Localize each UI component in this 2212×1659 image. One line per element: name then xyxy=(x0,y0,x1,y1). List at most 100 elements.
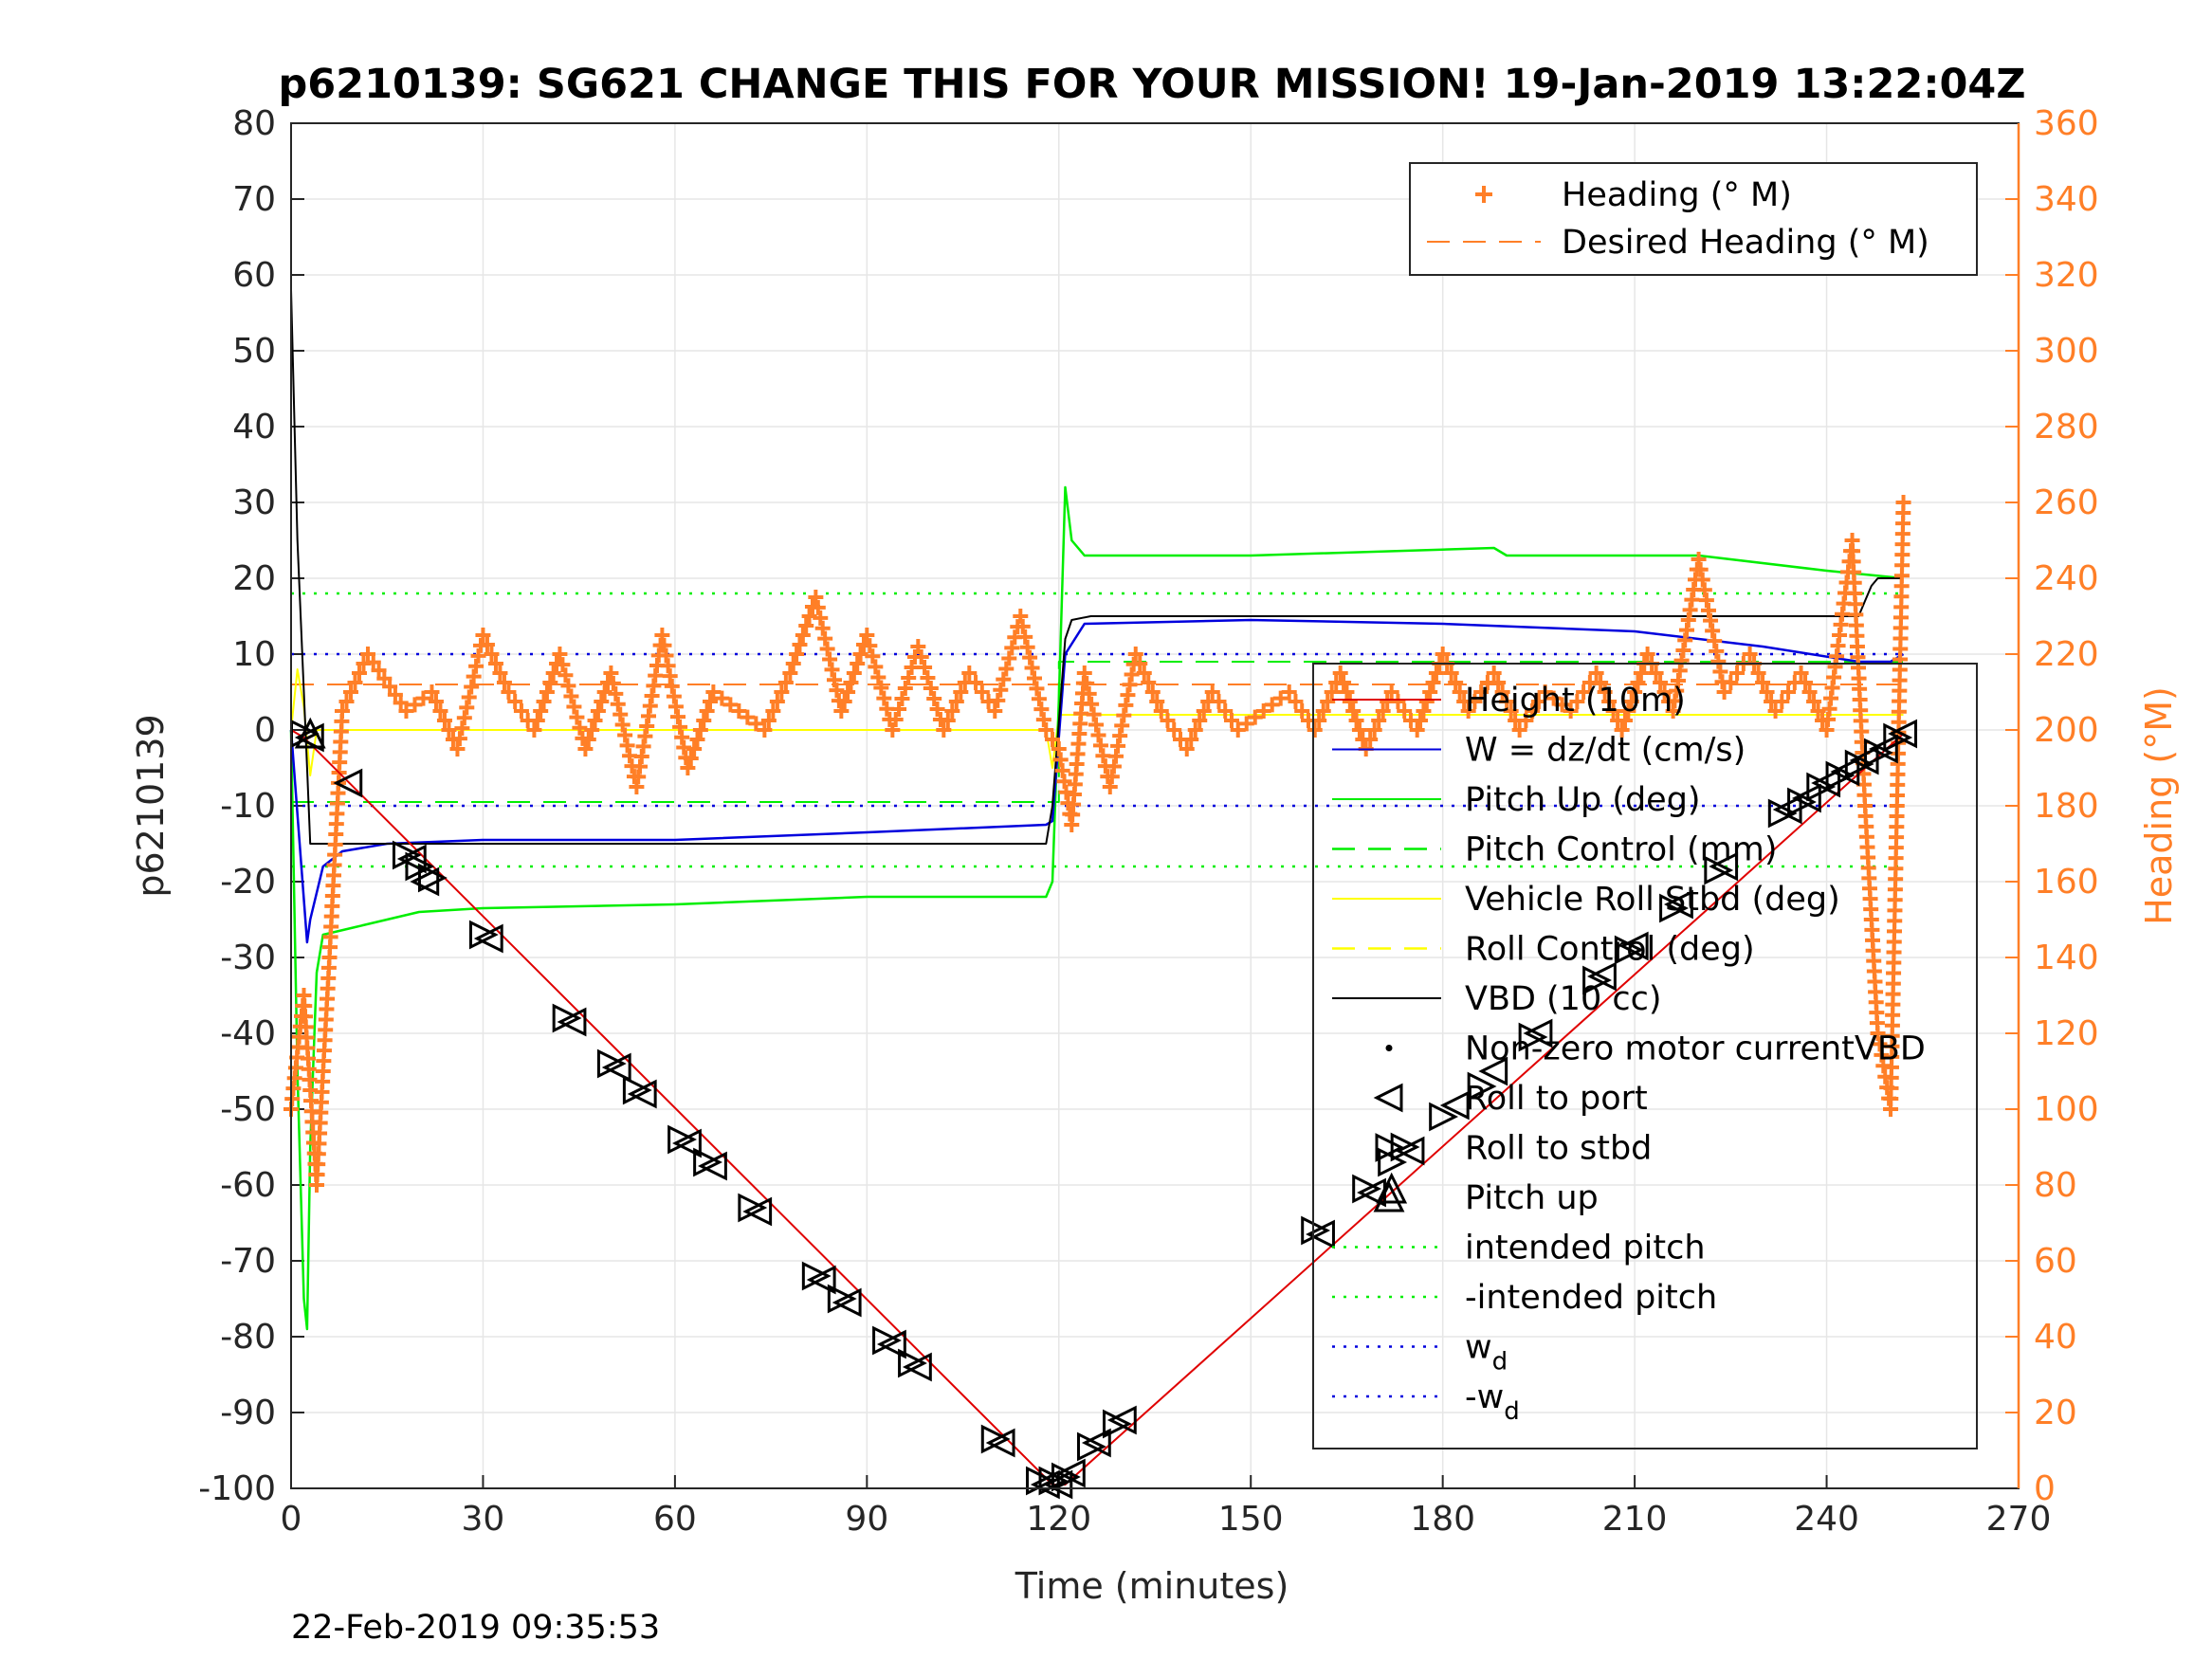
y-tick-label: 0 xyxy=(254,711,276,750)
heading-point xyxy=(1196,703,1212,719)
heading-point xyxy=(993,682,1009,698)
legend-heading-swatch xyxy=(1475,186,1492,203)
roll-to-stbd-marker xyxy=(1103,1409,1132,1439)
y-axis-label: p6210139 xyxy=(130,714,172,897)
series-vbd-10-cc xyxy=(290,289,1904,845)
roll-to-stbd-marker xyxy=(1806,772,1837,802)
heading-point xyxy=(843,675,859,690)
heading-point xyxy=(605,675,621,691)
roll-to-stbd-marker xyxy=(468,920,499,950)
heading-point xyxy=(1525,703,1541,719)
heading-point xyxy=(1307,722,1323,738)
legend-label-text: W = dz/dt (cm/s) xyxy=(1465,732,1746,770)
heading-point xyxy=(451,731,467,747)
legend-label: Height (10m) xyxy=(1465,682,1686,720)
heading-point xyxy=(461,689,477,705)
heading-point xyxy=(891,702,907,717)
heading-point xyxy=(533,703,549,719)
heading-point xyxy=(1716,684,1732,700)
chart-title: p6210139: SG621 CHANGE THIS FOR YOUR MIS… xyxy=(278,61,2025,108)
heading-point xyxy=(833,703,850,719)
heading-point xyxy=(464,679,480,695)
heading-point xyxy=(1324,684,1340,700)
roll-to-stbd-marker xyxy=(1352,1174,1382,1204)
heading-point xyxy=(1593,675,1609,690)
heading-point xyxy=(1114,718,1130,734)
heading-point xyxy=(876,690,892,706)
heading-point xyxy=(1601,694,1618,709)
heading-point xyxy=(376,670,393,686)
heading-point xyxy=(819,641,835,657)
heading-point xyxy=(1004,640,1020,656)
heading-point xyxy=(1272,690,1289,706)
heading-point xyxy=(926,691,942,706)
legend-label: Non-zero motor currentVBD xyxy=(1465,1030,1926,1068)
heading-point xyxy=(990,692,1006,708)
heading-point xyxy=(617,727,633,743)
roll-to-stbd-marker xyxy=(1659,893,1689,923)
y2-tick-label: 220 xyxy=(2034,635,2099,674)
heading-point xyxy=(526,722,542,738)
heading-point xyxy=(1413,713,1429,728)
roll-to-stbd-marker xyxy=(596,1048,627,1079)
heading-point xyxy=(449,741,466,757)
roll-to-stbd-marker xyxy=(1704,855,1734,885)
heading-point xyxy=(1767,703,1783,719)
roll-to-stbd-marker xyxy=(1077,1431,1106,1462)
heading-point xyxy=(760,713,777,728)
heading-point xyxy=(1486,665,1502,681)
legend-label-text: Non-zero motor currentVBD xyxy=(1465,1030,1926,1068)
heading-point xyxy=(1397,703,1413,719)
heading-point xyxy=(1110,738,1126,754)
heading-point xyxy=(769,694,785,709)
heading-point xyxy=(1511,722,1527,738)
heading-point xyxy=(662,668,678,684)
heading-point xyxy=(1614,722,1630,738)
heading-point xyxy=(1031,691,1047,707)
heading-point xyxy=(670,709,686,725)
roll-to-stbd-marker xyxy=(667,1124,697,1155)
heading-point xyxy=(897,681,913,696)
y2-tick-label: 300 xyxy=(2034,332,2099,371)
y2-tick-label: 320 xyxy=(2034,256,2099,295)
heading-point xyxy=(1793,665,1809,681)
y2-tick-label: 80 xyxy=(2034,1166,2077,1205)
roll-to-port-marker xyxy=(1439,1090,1470,1121)
heading-point xyxy=(656,637,672,653)
heading-point xyxy=(1187,722,1203,738)
heading-point xyxy=(664,678,680,694)
heading-point xyxy=(1452,684,1468,700)
heading-point xyxy=(1144,684,1161,700)
heading-point xyxy=(792,637,808,652)
heading-point xyxy=(1371,713,1387,728)
legend-label-text: -w xyxy=(1465,1378,1504,1416)
roll-to-stbd-marker xyxy=(1767,798,1798,829)
heading-point xyxy=(1563,703,1579,719)
marker-layer xyxy=(289,717,1918,1500)
heading-point xyxy=(1160,713,1176,728)
roll-to-stbd-marker xyxy=(417,863,448,893)
heading-point xyxy=(692,722,708,738)
heading-point xyxy=(936,722,952,738)
heading-point xyxy=(1798,675,1814,690)
heading-point xyxy=(1448,675,1464,690)
heading-point xyxy=(529,713,545,728)
heading-point xyxy=(1494,684,1510,700)
heading-point xyxy=(456,710,472,726)
y-tick-label: 10 xyxy=(232,635,276,674)
heading-point xyxy=(470,647,486,664)
heading-point xyxy=(1712,664,1728,680)
heading-point xyxy=(1503,703,1519,719)
heading-point xyxy=(351,665,367,681)
heading-point xyxy=(1633,665,1649,681)
heading-point xyxy=(398,703,414,719)
heading-point xyxy=(808,590,824,605)
y-tick-label: 40 xyxy=(232,408,276,447)
heading-point xyxy=(667,699,684,715)
legend-label-text: Height (10m) xyxy=(1465,682,1686,720)
heading-point xyxy=(1700,602,1716,618)
heading-point xyxy=(1742,647,1758,662)
right-axis-ticks: 3603403203002802602402202001801601401201… xyxy=(2005,104,2099,1508)
legend-swatch xyxy=(1375,1133,1405,1162)
heading-point xyxy=(436,713,452,728)
